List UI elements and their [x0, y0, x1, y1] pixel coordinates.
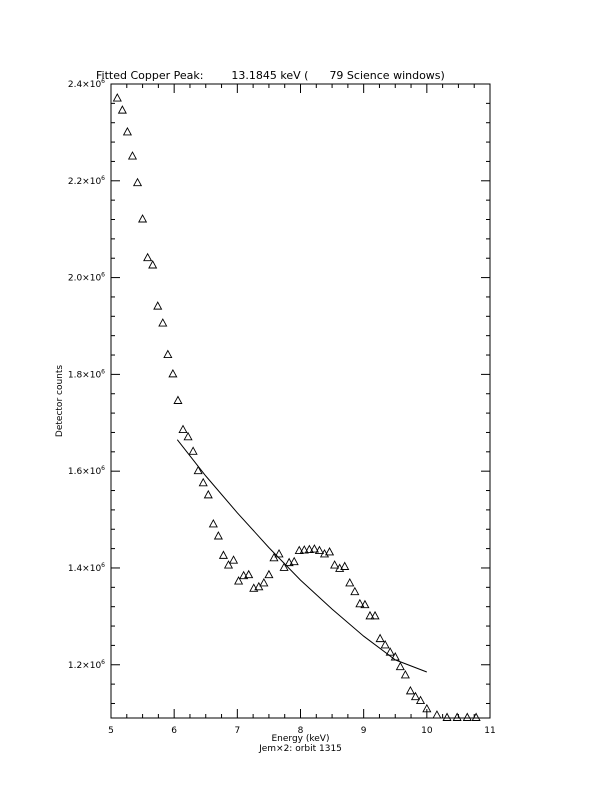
data-point: [218, 550, 228, 559]
data-point: [410, 691, 421, 701]
y-tick-label: 2.2×106: [68, 175, 105, 187]
data-point: [415, 695, 426, 705]
data-point: [183, 431, 193, 441]
data-point: [158, 318, 168, 327]
data-point: [223, 560, 234, 569]
data-point: [299, 545, 309, 554]
data-point: [314, 545, 325, 554]
data-point: [138, 214, 148, 223]
data-point: [112, 93, 122, 102]
x-tick-label: 11: [484, 726, 495, 736]
y-tick-label: 1.4×106: [68, 562, 105, 574]
data-point: [330, 560, 340, 569]
plot-frame: [110, 83, 491, 719]
chart-footer: Jem×2: orbit 1315: [258, 744, 342, 754]
data-point: [370, 610, 380, 620]
data-point: [188, 446, 198, 455]
data-point: [471, 712, 481, 721]
data-point: [193, 465, 203, 475]
data-point: [432, 710, 442, 719]
data-point: [259, 578, 269, 587]
data-point: [234, 576, 244, 585]
data-point: [208, 518, 218, 528]
y-axis-label: Detector counts: [55, 365, 65, 437]
x-tick-label: 6: [171, 726, 177, 736]
y-tick-label: 2.4×106: [68, 78, 105, 90]
data-point: [264, 569, 274, 579]
data-point: [400, 669, 410, 679]
data-point: [340, 561, 350, 570]
data-point: [239, 570, 249, 580]
data-point: [213, 531, 223, 540]
chart-title: Fitted Copper Peak: 13.1845 keV ( 79 Sci…: [96, 69, 445, 82]
data-point: [289, 556, 299, 566]
x-axis-label: Energy (keV): [272, 734, 330, 744]
data-point: [442, 712, 452, 721]
y-tick-label: 2.0×106: [68, 272, 105, 284]
data-point: [345, 578, 355, 587]
data-point: [117, 105, 127, 114]
data-point: [294, 545, 304, 554]
y-tick-label: 1.6×106: [68, 465, 105, 477]
data-point: [132, 177, 143, 187]
data-point: [309, 544, 319, 553]
data-point: [380, 639, 390, 649]
data-point: [325, 547, 335, 556]
data-point: [203, 489, 213, 499]
data-point: [304, 544, 314, 554]
data-point: [279, 562, 289, 571]
y-tick-label: 1.8×106: [68, 368, 105, 380]
data-point: [244, 569, 254, 579]
data-point: [153, 301, 163, 310]
data-point: [355, 598, 365, 608]
data-point: [143, 252, 153, 262]
data-point: [168, 368, 178, 378]
data-point: [365, 610, 375, 620]
data-point: [405, 685, 415, 695]
data-point: [198, 477, 208, 487]
data-point: [228, 555, 239, 564]
data-point: [385, 647, 395, 656]
data-point: [390, 652, 400, 661]
data-marks: [112, 93, 481, 721]
x-tick-label: 9: [361, 726, 367, 736]
x-tick-label: 7: [234, 726, 240, 736]
x-tick-label: 5: [108, 726, 114, 736]
data-point: [395, 661, 405, 671]
y-tick-label: 1.2×106: [68, 659, 105, 671]
data-point: [284, 557, 294, 567]
data-point: [274, 548, 284, 558]
data-point: [148, 260, 158, 269]
data-point: [173, 395, 183, 404]
fit-line: [176, 439, 427, 673]
data-point: [462, 712, 472, 721]
data-point: [422, 703, 432, 713]
x-tick-label: 10: [421, 726, 433, 736]
axes: 5 6 7 8 9 10 11 1.2×106 1.4×106 1.6×106 1.8×106 2.0…: [68, 78, 496, 736]
data-point: [122, 126, 132, 136]
data-point: [350, 586, 360, 596]
data-point: [163, 349, 173, 358]
data-point: [375, 633, 385, 643]
x-tick-label: 8: [298, 726, 304, 736]
data-point: [360, 599, 370, 609]
data-point: [127, 151, 138, 160]
data-point: [452, 712, 462, 721]
data-point: [178, 424, 188, 433]
